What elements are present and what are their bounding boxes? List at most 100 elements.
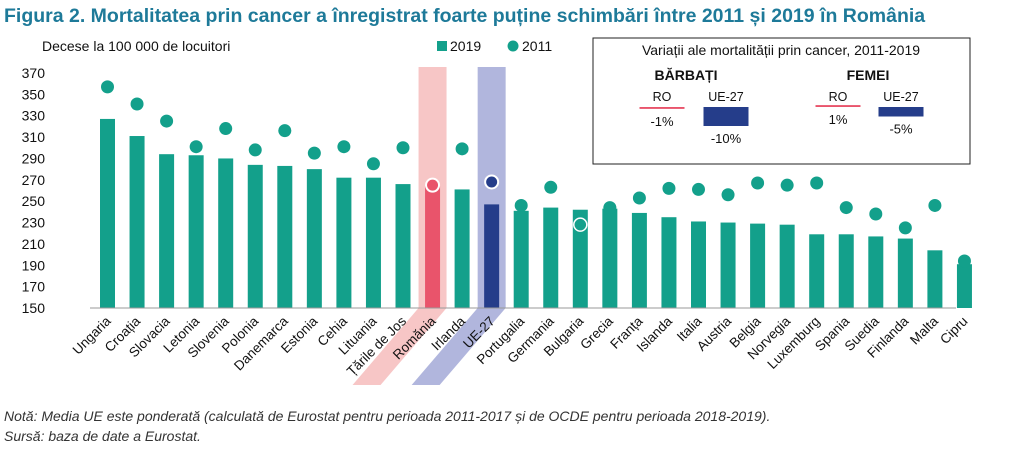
y-tick-label: 330 (22, 108, 46, 124)
legend: 2019 2011 (437, 38, 552, 54)
bar-2019-irlanda (454, 189, 470, 308)
bar-2019-ue-27 (484, 204, 500, 308)
x-tick-label-cipru: Cipru (937, 314, 970, 347)
bar-2019-finlanda (897, 238, 913, 308)
x-tick-label-austria: Austria (694, 313, 735, 354)
inset-category-label: UE-27 (708, 90, 743, 104)
bar-2019-belgia (750, 223, 766, 308)
legend-label-2019: 2019 (450, 38, 481, 54)
dot-2011-danemarca (278, 124, 292, 138)
bar-2019-bulgaria (572, 209, 588, 308)
highlight-bands (352, 67, 506, 385)
bar-2019-spania (838, 234, 854, 308)
dot-2011-spania (839, 201, 853, 215)
bar-2019-cehia (336, 177, 352, 308)
y-axis-ticks: 150 170 190 210 230 250 270 290 310 330 350 370 (22, 65, 46, 316)
bar-2019-polonia (247, 164, 263, 308)
dot-2011-malta (928, 198, 942, 212)
x-tick-label-grecia: Grecia (577, 313, 616, 352)
bars-2019 (100, 118, 972, 308)
bar-2019-cipru (956, 264, 972, 308)
dot-2011-irlanda (455, 142, 469, 156)
inset-bar-femei-ue-27 (878, 107, 924, 117)
legend-label-2011: 2011 (522, 38, 552, 54)
dot-2011-austria (721, 188, 735, 202)
y-tick-label: 170 (22, 279, 46, 295)
dot-2011-ue-27 (484, 174, 500, 190)
bar-2019-grecia (602, 208, 618, 308)
y-tick-label: 150 (22, 300, 46, 316)
bar-2019-islanda (661, 217, 677, 308)
dot-2011-suedia (869, 207, 883, 221)
bar-2019-slovenia (218, 158, 234, 308)
dot-2011-croatia (130, 97, 144, 111)
dot-2011-cehia (337, 140, 351, 154)
y-tick-label: 210 (22, 236, 46, 252)
dot-2011-letonia (189, 140, 203, 154)
inset-value-label: 1% (829, 112, 848, 127)
legend-swatch-2019 (437, 41, 447, 51)
inset-category-label: RO (829, 90, 848, 104)
figure-title: Figura 2. Mortalitatea prin cancer a înr… (4, 5, 925, 27)
bar-2019-slovacia (159, 154, 175, 308)
legend-swatch-2011 (507, 40, 519, 52)
y-tick-label: 350 (22, 86, 46, 102)
bar-2019-franta (631, 212, 647, 308)
y-tick-label: 190 (22, 257, 46, 273)
bar-2019-ungaria (100, 118, 115, 308)
highlight-band-romania (352, 67, 447, 385)
dot-2011-portugalia (514, 198, 528, 212)
inset-bar-femei-ro (815, 105, 861, 107)
inset-category-label: RO (653, 90, 672, 104)
dot-2011-franta (632, 191, 646, 205)
y-tick-label: 270 (22, 172, 46, 188)
bar-2019-tarile-de-jos (395, 184, 411, 308)
dot-2011-tarile-de-jos (396, 141, 410, 155)
highlight-band-ue-27 (411, 67, 506, 385)
inset-group-men: BĂRBAȚI (655, 67, 718, 83)
dot-2011-lituania (366, 157, 380, 171)
bar-2019-malta (927, 250, 943, 308)
bar-2019-lituania (365, 177, 381, 308)
bar-2019-luxemburg (809, 234, 825, 308)
dot-2011-norvegia (780, 178, 794, 192)
dot-2011-belgia (751, 176, 765, 190)
y-tick-label: 310 (22, 129, 46, 145)
bar-2019-croatia (129, 136, 145, 308)
dot-2011-slovenia (219, 122, 233, 136)
bar-2019-italia (691, 221, 706, 308)
dot-2011-romania (425, 177, 441, 193)
y-axis-label: Decese la 100 000 de locuitori (42, 38, 230, 54)
bar-2019-portugalia (513, 210, 529, 308)
note-text: Notă: Media UE este ponderată (calculată… (4, 408, 770, 424)
bar-2019-germania (543, 207, 559, 308)
dot-2011-bulgaria (573, 217, 588, 232)
dot-2011-islanda (662, 181, 676, 195)
y-tick-label: 230 (22, 215, 46, 231)
inset-bar-barbati-ro (639, 107, 685, 109)
x-axis-ticks: UngariaCroațiaSlovaciaLetoniaSloveniaPol… (70, 313, 971, 379)
bar-2019-estonia (306, 169, 322, 308)
bar-2019-letonia (188, 155, 204, 308)
inset-value-label: -10% (711, 131, 742, 146)
dot-2011-cipru (957, 254, 971, 268)
y-tick-label: 250 (22, 193, 46, 209)
dot-2011-germania (544, 180, 558, 194)
bar-2019-austria (720, 222, 736, 308)
bar-2019-romania (425, 186, 441, 308)
y-tick-label: 370 (22, 65, 46, 81)
source-text: Sursă: baza de date a Eurostat. (4, 428, 201, 444)
inset-bar-barbati-ue-27 (703, 107, 749, 126)
inset-frame (592, 37, 971, 165)
dot-2011-slovacia (160, 114, 174, 128)
y-tick-label: 290 (22, 150, 46, 166)
dot-2011-polonia (248, 143, 262, 157)
dot-2011-ungaria (101, 80, 114, 94)
inset-bars: RO -1% UE-27 -10% RO 1% UE-27 -5% (639, 90, 924, 146)
inset-title: Variații ale mortalității prin cancer, 2… (642, 42, 920, 58)
inset-category-label: UE-27 (883, 90, 918, 104)
bar-2019-norvegia (779, 224, 795, 308)
bar-2019-suedia (868, 236, 884, 308)
dot-2011-italia (692, 182, 705, 196)
inset-value-label: -1% (650, 114, 674, 129)
